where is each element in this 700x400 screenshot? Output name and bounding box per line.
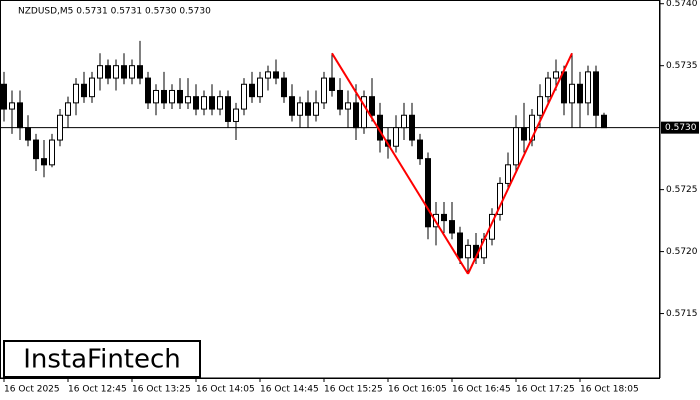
candle-body bbox=[193, 96, 199, 110]
candle-body bbox=[289, 96, 295, 116]
candle-body bbox=[65, 102, 71, 116]
candle-body bbox=[417, 139, 423, 160]
candle-body bbox=[129, 65, 135, 79]
candle-body bbox=[113, 65, 119, 79]
candle-body bbox=[273, 71, 279, 79]
y-tick-label: 0.5725 bbox=[666, 185, 698, 195]
candle-body bbox=[561, 71, 567, 104]
candle-body bbox=[593, 71, 599, 116]
candle-body bbox=[161, 89, 167, 104]
x-tick-label: 16 Oct 16:05 bbox=[388, 385, 447, 395]
candle-body bbox=[1, 83, 7, 110]
candle-body bbox=[225, 96, 231, 122]
candle-body bbox=[201, 96, 207, 110]
x-tick-label: 16 Oct 14:05 bbox=[196, 385, 255, 395]
candle-body bbox=[569, 83, 575, 104]
candle-body bbox=[265, 71, 271, 79]
candle-body bbox=[97, 65, 103, 79]
candle-body bbox=[401, 114, 407, 129]
candle-body bbox=[305, 102, 311, 116]
x-tick-label: 16 Oct 18:05 bbox=[580, 385, 639, 395]
candle-body bbox=[537, 96, 543, 116]
candle-body bbox=[217, 96, 223, 110]
candle-body bbox=[545, 77, 551, 98]
candle-body bbox=[601, 114, 607, 129]
candle-body bbox=[49, 139, 55, 166]
candle-body bbox=[41, 158, 47, 166]
y-tick-label: 0.5735 bbox=[666, 61, 698, 71]
candle-body bbox=[257, 77, 263, 98]
candle-body bbox=[185, 96, 191, 104]
candle-body bbox=[57, 114, 63, 141]
candle-body bbox=[209, 96, 215, 110]
candle-body bbox=[177, 89, 183, 104]
candle-body bbox=[393, 127, 399, 147]
y-tick-label: 0.5720 bbox=[666, 247, 698, 257]
logo: InstaFintech bbox=[23, 345, 181, 375]
x-tick-label: 16 Oct 2025 bbox=[4, 385, 60, 395]
candle-body bbox=[249, 83, 255, 98]
candle-body bbox=[369, 96, 375, 116]
candle-body bbox=[145, 77, 151, 104]
candle-body bbox=[73, 83, 79, 104]
x-tick-label: 16 Oct 12:45 bbox=[68, 385, 127, 395]
logo-box bbox=[3, 340, 201, 378]
current-price-box bbox=[661, 121, 699, 134]
candle-body bbox=[153, 89, 159, 104]
candle-body bbox=[345, 102, 351, 110]
candle-body bbox=[121, 65, 127, 79]
x-tick-label: 16 Oct 15:25 bbox=[324, 385, 383, 395]
candle-body bbox=[233, 108, 239, 122]
candle-body bbox=[17, 102, 23, 129]
x-tick-label: 16 Oct 17:25 bbox=[516, 385, 575, 395]
plot-frame bbox=[0, 0, 660, 379]
y-tick-label: 0.5715 bbox=[666, 309, 698, 319]
candle-body bbox=[361, 96, 367, 129]
candle-body bbox=[169, 89, 175, 104]
candle-body bbox=[297, 102, 303, 116]
candle-body bbox=[553, 71, 559, 79]
candle-body bbox=[425, 158, 431, 228]
candle-body bbox=[329, 77, 335, 91]
candle-body bbox=[465, 244, 471, 259]
candle-body bbox=[281, 77, 287, 98]
current-price-label: 0.5730 bbox=[665, 123, 697, 133]
candle-body bbox=[337, 89, 343, 110]
candle-body bbox=[9, 102, 15, 110]
candle-body bbox=[33, 139, 39, 160]
candle-body bbox=[81, 83, 87, 98]
pattern-line bbox=[467, 52, 573, 275]
candle-body bbox=[577, 83, 583, 104]
x-tick-label: 16 Oct 13:25 bbox=[132, 385, 191, 395]
candle-body bbox=[89, 77, 95, 98]
chart-title: NZDUSD,M5 0.5731 0.5731 0.5730 0.5730 bbox=[18, 7, 211, 17]
y-tick-label: 0.5740 bbox=[666, 0, 698, 9]
candle-body bbox=[321, 77, 327, 104]
candle-body bbox=[25, 127, 31, 141]
candle-body bbox=[505, 164, 511, 184]
candle-body bbox=[457, 232, 463, 259]
candle-body bbox=[585, 71, 591, 104]
x-tick-label: 16 Oct 14:45 bbox=[260, 385, 319, 395]
candle-body bbox=[353, 102, 359, 129]
pattern-line bbox=[331, 52, 469, 275]
candle-body bbox=[521, 127, 527, 141]
candle-body bbox=[441, 213, 447, 222]
x-tick-label: 16 Oct 16:45 bbox=[452, 385, 511, 395]
candle-body bbox=[313, 102, 319, 116]
candle-body bbox=[449, 220, 455, 234]
candle-body bbox=[137, 65, 143, 79]
candle-body bbox=[105, 65, 111, 79]
candle-body bbox=[241, 83, 247, 110]
candle-body bbox=[409, 114, 415, 141]
candle-body bbox=[513, 127, 519, 166]
